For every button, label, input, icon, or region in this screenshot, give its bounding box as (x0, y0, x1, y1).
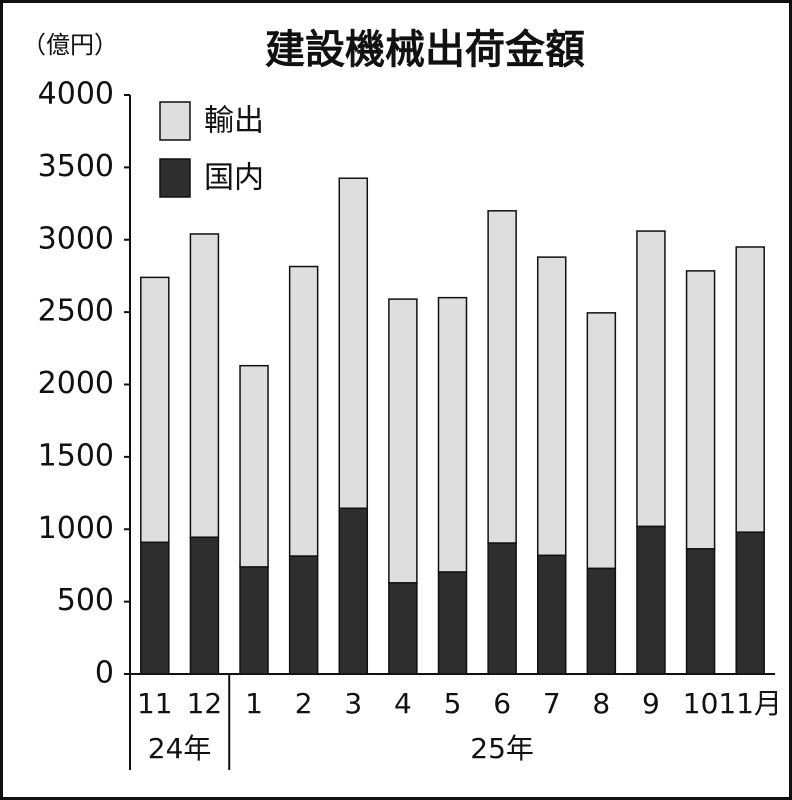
bar-segment (685, 270, 716, 550)
chart-title: 建設機械出荷金額 (265, 27, 585, 73)
legend-swatch (159, 158, 191, 198)
bar-segment (586, 312, 617, 570)
bar-segment (487, 542, 517, 675)
x-group-label: 25年 (470, 732, 534, 765)
bar-segment (388, 298, 418, 584)
x-tick-label: 3 (344, 687, 362, 720)
legend-label: 国内 (204, 161, 264, 196)
bar-segment (536, 554, 567, 675)
bar-segment (636, 230, 666, 528)
bar-segment (437, 571, 468, 675)
y-axis-unit: （億円） (22, 31, 118, 59)
bar-segment (338, 177, 369, 510)
y-tick-label: 3500 (38, 149, 114, 184)
bar-segment (288, 265, 319, 557)
bar-segment (586, 567, 617, 675)
bar-segment (239, 566, 269, 675)
bar-segment (189, 233, 220, 538)
x-tick-label: 10 (683, 687, 719, 720)
bar-segment (288, 555, 319, 675)
bar-segment (487, 210, 517, 544)
x-tick-label: 11 (137, 687, 173, 720)
x-tick-label: 9 (642, 687, 660, 720)
bar-segment (189, 536, 220, 675)
x-tick-label: 12 (187, 687, 223, 720)
y-tick-label: 2500 (38, 294, 114, 329)
y-tick-label: 0 (95, 656, 114, 691)
bar-segment (338, 507, 369, 675)
bar-segment (735, 531, 765, 675)
x-tick-label: 1 (245, 687, 263, 720)
bar-segment (685, 548, 716, 675)
x-tick-label: 6 (493, 687, 511, 720)
y-tick-label: 3000 (38, 221, 114, 256)
bar-segment (140, 541, 170, 675)
y-tick-label: 500 (57, 583, 114, 618)
bar-segment (636, 525, 666, 675)
legend-swatch (159, 101, 191, 141)
x-tick-label: 7 (543, 687, 561, 720)
bar-segment (536, 256, 567, 557)
legend-label: 輸出 (204, 104, 264, 139)
x-group-label: 24年 (148, 732, 212, 765)
y-tick-label: 1500 (38, 438, 114, 473)
bar-segment (140, 276, 170, 544)
bar-segment (437, 296, 468, 573)
y-tick-label: 2000 (38, 366, 114, 401)
x-tick-label: 4 (394, 687, 412, 720)
x-tick-label: 5 (444, 687, 462, 720)
x-tick-label: 2 (295, 687, 313, 720)
y-tick-label: 4000 (38, 77, 114, 112)
y-tick-label: 1000 (38, 511, 114, 546)
x-tick-label: 8 (592, 687, 610, 720)
bar-segment (239, 364, 269, 568)
x-tick-label: 11月 (718, 687, 782, 720)
bar-segment (388, 582, 418, 675)
bar-segment (735, 246, 765, 533)
